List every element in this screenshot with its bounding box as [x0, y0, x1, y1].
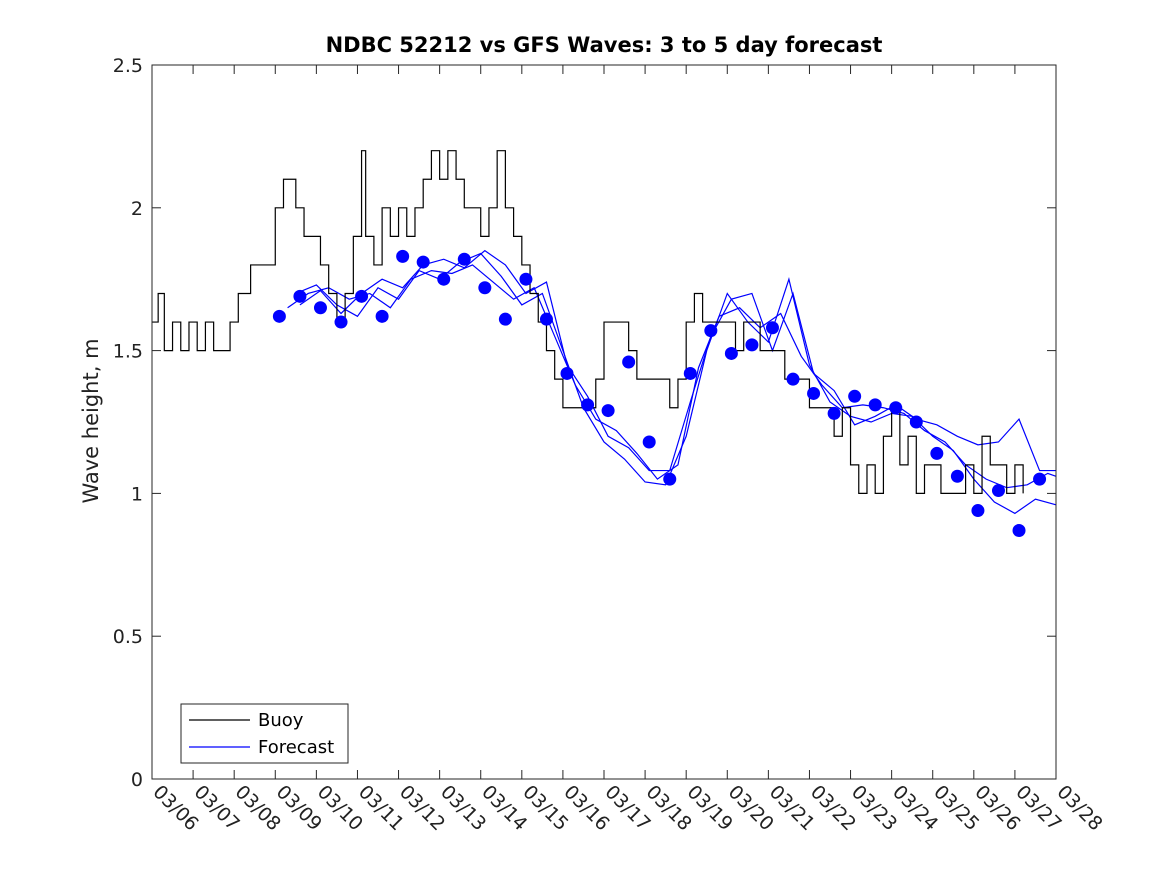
- x-tick-label: 03/27: [1011, 781, 1065, 835]
- y-tick-label: 0.5: [113, 626, 143, 648]
- legend: Buoy Forecast: [180, 703, 349, 764]
- buoy-line: [152, 150, 1024, 494]
- forecast-marker: [950, 469, 964, 483]
- x-tick-label: 03/13: [436, 781, 490, 835]
- forecast-marker: [519, 272, 533, 286]
- x-tick-label: 03/11: [354, 781, 408, 835]
- forecast-marker: [909, 415, 923, 429]
- forecast-marker: [539, 312, 553, 326]
- x-tick-label: 03/18: [642, 781, 696, 835]
- y-tick-label: 1: [131, 483, 143, 505]
- legend-box: [180, 703, 349, 764]
- forecast-marker: [457, 252, 471, 266]
- forecast-marker: [622, 355, 636, 369]
- plot-background: [152, 65, 1056, 779]
- forecast-marker: [355, 289, 369, 303]
- forecast-marker: [313, 301, 327, 315]
- forecast-marker: [827, 406, 841, 420]
- plot-area: [152, 65, 1056, 779]
- x-tick-label: 03/20: [724, 781, 778, 835]
- x-tick-label: 03/23: [847, 781, 901, 835]
- x-tick-label: 03/24: [888, 781, 942, 835]
- forecast-marker: [581, 398, 595, 412]
- forecast-marker: [642, 435, 656, 449]
- forecast-marker: [498, 312, 512, 326]
- forecast-marker: [807, 386, 821, 400]
- y-tick-label: 0: [131, 769, 143, 791]
- forecast-marker: [663, 472, 677, 486]
- x-tick-label: 03/26: [970, 781, 1024, 835]
- x-tick-label: 03/06: [148, 781, 202, 835]
- x-tick-label: 03/14: [477, 781, 531, 835]
- forecast-marker: [889, 401, 903, 415]
- forecast-marker: [724, 346, 738, 360]
- legend-label-forecast: Forecast: [258, 737, 334, 758]
- forecast-marker: [930, 446, 944, 460]
- y-axis-ticks: 0 0.5 1 1.5 2 2.5: [113, 55, 1056, 791]
- forecast-marker: [1033, 472, 1047, 486]
- forecast-marker: [437, 272, 451, 286]
- forecast-marker: [334, 315, 348, 329]
- forecast-marker: [765, 321, 779, 335]
- forecast-marker: [745, 338, 759, 352]
- forecast-marker: [293, 289, 307, 303]
- x-tick-label: 03/16: [559, 781, 613, 835]
- x-tick-label: 03/09: [272, 781, 326, 835]
- forecast-marker: [416, 255, 430, 269]
- forecast-marker: [991, 484, 1005, 498]
- x-tick-label: 03/08: [231, 781, 285, 835]
- x-tick-label: 03/28: [1052, 781, 1106, 835]
- forecast-marker: [868, 398, 882, 412]
- x-tick-label: 03/21: [765, 781, 819, 835]
- x-tick-label: 03/10: [313, 781, 367, 835]
- y-tick-label: 2.5: [113, 55, 143, 77]
- forecast-marker: [478, 281, 492, 295]
- y-tick-label: 2: [131, 198, 143, 220]
- legend-label-buoy: Buoy: [258, 710, 304, 731]
- chart-title: NDBC 52212 vs GFS Waves: 3 to 5 day fore…: [326, 33, 883, 57]
- forecast-marker: [396, 249, 410, 263]
- forecast-marker: [1012, 524, 1026, 538]
- x-tick-label: 03/07: [190, 781, 244, 835]
- x-tick-label: 03/17: [600, 781, 654, 835]
- forecast-marker: [848, 389, 862, 403]
- forecast-marker: [971, 504, 985, 518]
- x-tick-label: 03/19: [683, 781, 737, 835]
- forecast-marker: [601, 404, 615, 418]
- forecast-series-line: [287, 264, 1057, 489]
- y-axis-label: Wave height, m: [79, 338, 103, 503]
- x-tick-label: 03/15: [518, 781, 572, 835]
- forecast-marker: [272, 309, 286, 323]
- forecast-markers: [272, 249, 1047, 538]
- x-tick-label: 03/12: [395, 781, 449, 835]
- forecast-marker: [560, 366, 574, 380]
- x-tick-label: 03/22: [806, 781, 860, 835]
- buoy-series-line: [152, 150, 1024, 494]
- forecast-marker: [375, 309, 389, 323]
- forecast-marker: [683, 366, 697, 380]
- y-tick-label: 1.5: [113, 341, 143, 363]
- forecast-series-line: [295, 252, 1057, 515]
- forecast-marker: [704, 324, 718, 338]
- x-tick-label: 03/25: [929, 781, 983, 835]
- forecast-marker: [786, 372, 800, 386]
